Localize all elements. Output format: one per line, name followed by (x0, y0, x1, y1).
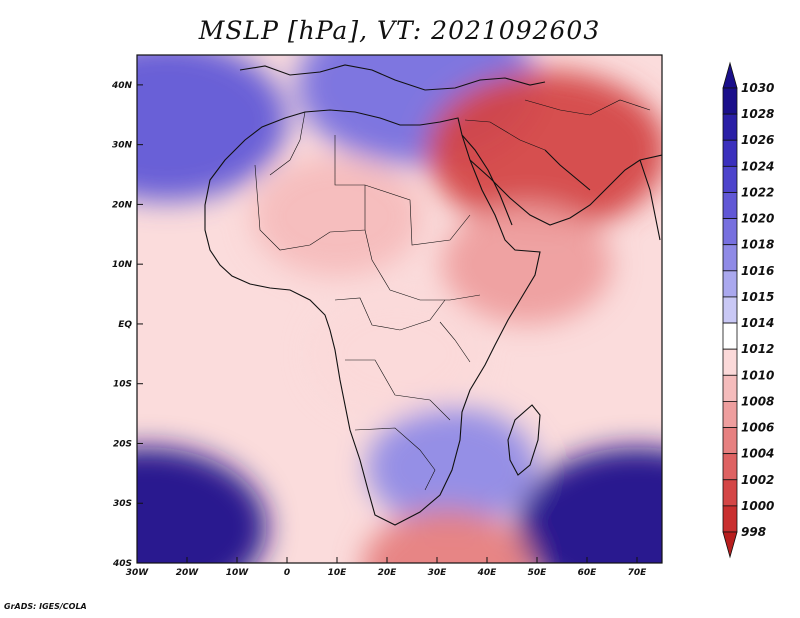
y-tick-label: EQ (118, 320, 132, 330)
x-tick-label: 10E (328, 568, 348, 578)
colorbar-segment (722, 453, 738, 481)
colorbar-label: 1024 (741, 159, 774, 173)
europe-coastline (239, 64, 546, 91)
colorbar-segment (722, 348, 738, 376)
x-tick-label: 0 (284, 568, 290, 578)
madagascar-coastline (507, 404, 541, 476)
y-tick-label: 30N (112, 141, 133, 151)
colorbar-label: 1014 (741, 316, 774, 330)
colorbar-segment (722, 192, 738, 219)
colorbar-top-arrow (722, 61, 738, 89)
x-tick-label: 10W (226, 568, 250, 578)
pressure-cell-9 (362, 508, 532, 563)
colorbar-segment (722, 322, 738, 350)
y-tick-label: 20S (113, 439, 132, 449)
colorbar-label: 1004 (741, 447, 774, 461)
colorbar-label: 998 (741, 525, 766, 539)
y-tick-label: 10S (113, 380, 132, 390)
chart-title: MSLP [hPa], VT: 2021092603 (198, 16, 601, 45)
persian-gulf (544, 149, 591, 191)
arabia-coastline (469, 154, 662, 226)
y-tick-label: 20N (112, 200, 133, 210)
africa-coastline (204, 109, 541, 526)
x-tick-label: 20W (176, 568, 200, 578)
colorbar-label: 1006 (741, 421, 774, 435)
y-tick-label: 30S (113, 499, 132, 509)
colorbar-segment (722, 87, 738, 115)
colorbar-segment (722, 401, 738, 428)
pressure-cell-8 (367, 407, 537, 528)
colorbar-bottom-arrow (722, 531, 738, 559)
india-coastline (639, 159, 661, 241)
colorbar-segment (722, 505, 738, 533)
x-tick-label: 60E (578, 568, 598, 578)
x-tick-label: 20E (378, 568, 398, 578)
x-tick-label: 30W (126, 568, 150, 578)
colorbar-label: 1026 (741, 133, 774, 147)
colorbar-segment (722, 270, 738, 298)
y-axis: 40N 30N 20N 10N EQ 10S 20S 30S 40S (111, 81, 143, 569)
pressure-cell-3 (137, 55, 287, 201)
x-tick-label: 30E (428, 568, 448, 578)
colorbar-label: 1028 (741, 107, 774, 121)
y-tick-label: 10N (112, 260, 133, 270)
colorbar-segment (722, 218, 738, 246)
x-axis: 30W 20W 10W 0 10E 20E 30E 40E 50E 60E 70E (126, 557, 647, 578)
y-tick-label: 40S (112, 559, 132, 569)
colorbar-segment (722, 244, 738, 272)
x-tick-label: 50E (528, 568, 548, 578)
red-sea (461, 134, 513, 226)
colorbar-label: 1016 (741, 264, 774, 278)
colorbar-label: 1030 (741, 81, 774, 95)
country-borders (254, 99, 651, 491)
colorbar-segment (722, 479, 738, 507)
y-tick-label: 40N (111, 81, 133, 91)
colorbar-label: 1002 (741, 473, 774, 487)
colorbar-label: 1000 (741, 499, 774, 513)
x-tick-label: 70E (628, 568, 648, 578)
x-tick-label: 40E (477, 568, 498, 578)
colorbar-label: 1012 (741, 342, 774, 356)
colorbar-label: 1010 (741, 368, 774, 382)
pressure-cell-7 (312, 293, 482, 414)
colorbar-label: 1022 (741, 185, 774, 199)
colorbar-segment (722, 427, 738, 455)
colorbar-label: 1008 (741, 394, 774, 408)
colorbar-segment (722, 139, 738, 167)
colorbar-segment (722, 374, 738, 402)
pressure-cell-6 (442, 204, 612, 325)
pressure-cell-1 (517, 447, 662, 563)
pressure-cell-0 (137, 447, 267, 563)
plot-frame (136, 54, 663, 564)
colorbar-segment (722, 165, 738, 193)
colorbar-label: 1020 (741, 212, 774, 226)
coastlines (204, 64, 662, 526)
grads-footer: GrADS: IGES/COLA (4, 602, 87, 611)
colorbar-label: 1018 (741, 238, 774, 252)
pressure-cell-4 (427, 70, 662, 231)
pressure-field (137, 55, 662, 563)
pressure-cell-5 (252, 156, 422, 277)
colorbar-segment (722, 113, 738, 141)
colorbar-segment (722, 296, 738, 324)
colorbar-label: 1015 (741, 290, 774, 304)
